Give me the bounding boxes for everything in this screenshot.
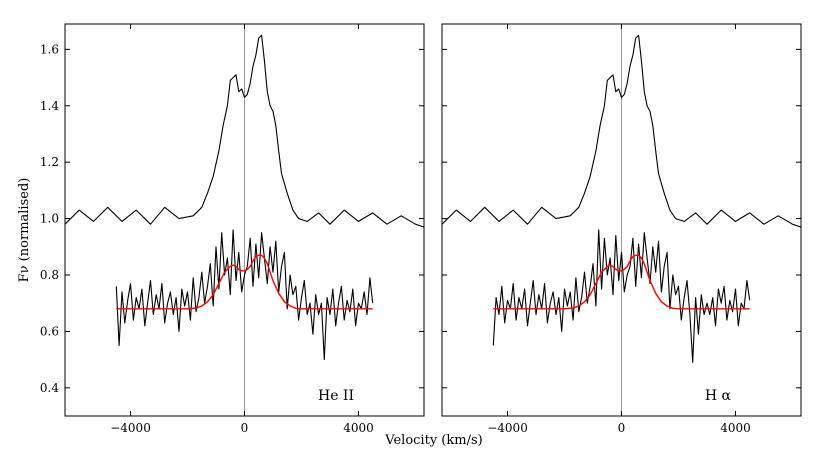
x-tick-label: 4000 (343, 421, 374, 435)
panel-h-alpha: −4000 0 4000 H α (441, 23, 802, 435)
x-tick-label: 0 (618, 421, 626, 435)
series-upper-spectrum (441, 34, 802, 228)
x-tick-label: −4000 (110, 421, 151, 435)
panel-he-ii: −4000 0 4000 0.4 0.6 0.8 1.0 1.2 1.4 1.6 He II (40, 23, 425, 435)
series-model-fit (493, 254, 750, 310)
series-lower-spectrum (492, 229, 751, 363)
y-tick-label: 0.6 (40, 324, 59, 338)
series-model-fit (116, 254, 373, 310)
x-tick-label: 0 (241, 421, 249, 435)
y-tick-label: 0.8 (40, 268, 59, 282)
y-tick-label: 0.4 (40, 381, 59, 395)
y-axis-label: Fν (normalised) (17, 178, 32, 283)
panel-label: He II (318, 388, 354, 404)
y-tick-label: 1.6 (40, 42, 59, 56)
y-tick-label: 1.4 (40, 99, 59, 113)
panel-label: H α (705, 388, 732, 404)
x-tick-label: −4000 (487, 421, 528, 435)
y-tick-label: 1.0 (40, 212, 59, 226)
series-upper-spectrum (64, 34, 425, 228)
y-tick-label: 1.2 (40, 155, 59, 169)
x-axis-label: Velocity (km/s) (384, 433, 482, 448)
x-tick-label: 4000 (720, 421, 751, 435)
